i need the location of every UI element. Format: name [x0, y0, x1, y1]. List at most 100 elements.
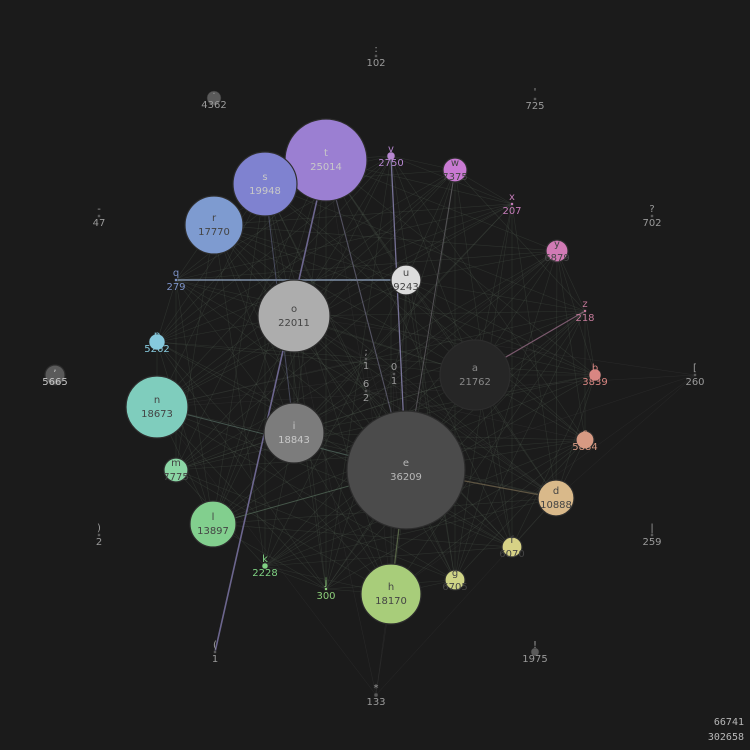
node-p[interactable]: p 5262 [144, 330, 169, 355]
node-x[interactable]: x 207 [502, 192, 521, 217]
node-count-star: 133 [366, 697, 385, 708]
edge [325, 439, 586, 590]
node-h[interactable]: h 18170 [360, 563, 422, 625]
node-circle-dot [206, 90, 222, 106]
node-colon[interactable]: : 102 [366, 44, 385, 69]
node-d[interactable]: d 10888 [537, 479, 575, 517]
node-c[interactable]: c 5884 [572, 428, 597, 453]
edge [212, 203, 513, 525]
node-a[interactable]: a 21762 [439, 339, 511, 411]
node-qmark[interactable]: ? 702 [642, 204, 661, 229]
node-f[interactable]: f 6070 [499, 535, 524, 560]
edge [175, 469, 456, 581]
node-circle-v [386, 151, 396, 161]
node-semi[interactable]: ;1 [363, 347, 369, 372]
edge [156, 183, 266, 408]
edge [175, 469, 392, 595]
edge [293, 203, 513, 317]
node-circle-p [148, 333, 166, 351]
node-zero[interactable]: 01 [391, 362, 397, 387]
edge [293, 432, 392, 595]
node-circle-bang [530, 647, 540, 657]
edge [213, 224, 266, 567]
node-circle-b [588, 368, 602, 382]
edge [393, 373, 557, 499]
edge [325, 159, 557, 499]
node-j[interactable]: j 300 [316, 577, 335, 602]
node-count-b: 3839 [582, 377, 607, 388]
node-t[interactable]: t 25014 [284, 118, 368, 202]
node-label-o: o [291, 304, 297, 315]
node-label-bang: ! [533, 640, 537, 651]
node-circle-u [390, 264, 422, 296]
node-m[interactable]: m 7775 [163, 457, 189, 483]
node-count-c: 5884 [572, 442, 597, 453]
node-u[interactable]: u 9243 [390, 264, 422, 296]
node-dot[interactable]: . 4362 [201, 86, 226, 111]
node-count-v: 2750 [378, 158, 403, 169]
node-v[interactable]: v 2750 [378, 144, 403, 169]
node-i[interactable]: i 18843 [263, 402, 325, 464]
edge [213, 224, 557, 499]
node-count-i: 18843 [278, 435, 310, 446]
edge [156, 203, 513, 408]
node-count-q: 279 [166, 282, 185, 293]
node-s[interactable]: s 19948 [232, 151, 298, 217]
node-lparen[interactable]: (1 [212, 640, 218, 665]
edge [325, 155, 392, 590]
node-comma[interactable]: , 5665 [42, 363, 67, 388]
node-circle-star [373, 692, 379, 698]
node-label-y: y [554, 239, 560, 250]
edge [156, 279, 177, 343]
node-r[interactable]: r 17770 [184, 195, 244, 255]
edge [175, 279, 295, 434]
node-z[interactable]: z 218 [575, 299, 594, 324]
node-k[interactable]: k 2228 [252, 554, 277, 579]
edge [365, 250, 558, 392]
node-e[interactable]: e 36209 [346, 410, 466, 530]
node-pipe[interactable]: | 259 [642, 523, 661, 548]
node-count-lbracket: 260 [685, 377, 704, 388]
edge [293, 310, 586, 317]
node-lbracket[interactable]: [260 [685, 363, 704, 388]
node-bang[interactable]: ! 1975 [522, 640, 547, 665]
edge [212, 315, 295, 525]
node-circle-c [575, 430, 595, 450]
node-y[interactable]: y 6879 [544, 239, 569, 264]
node-count-j: 300 [316, 591, 335, 602]
edge [212, 374, 476, 525]
node-label-p: p [154, 330, 160, 341]
edge [556, 250, 586, 441]
node-n[interactable]: n 18673 [125, 375, 189, 439]
node-g[interactable]: g 6705 [442, 568, 467, 593]
node-rparen[interactable]: )2 [96, 523, 102, 548]
edge [584, 310, 596, 376]
edge [213, 203, 513, 226]
node-o[interactable]: o 22011 [257, 279, 331, 353]
node-q[interactable]: q 279 [166, 268, 185, 293]
edge [264, 546, 513, 567]
edge [156, 341, 596, 376]
node-b[interactable]: b 3839 [582, 363, 607, 388]
edge [156, 341, 327, 590]
node-w[interactable]: w 7375 [442, 157, 468, 183]
node-label-six: 6 [363, 379, 369, 390]
edge [454, 310, 586, 581]
edge [325, 159, 596, 376]
node-dash[interactable]: - 47 [93, 204, 106, 229]
edge [156, 374, 696, 408]
node-quote[interactable]: ' 725 [525, 87, 544, 112]
node-label-quote: ' [534, 87, 537, 98]
node-six[interactable]: 62 [363, 379, 369, 404]
edge [556, 250, 596, 376]
node-label-z: z [582, 299, 587, 310]
node-star[interactable]: * 133 [366, 683, 385, 708]
node-label-rparen: ) [97, 523, 101, 534]
node-count-d: 10888 [540, 500, 572, 511]
node-l[interactable]: l 13897 [189, 500, 237, 548]
node-count-m: 7775 [163, 472, 188, 483]
node-label-dash: - [97, 204, 101, 215]
edge [325, 169, 456, 590]
edge [175, 250, 558, 281]
